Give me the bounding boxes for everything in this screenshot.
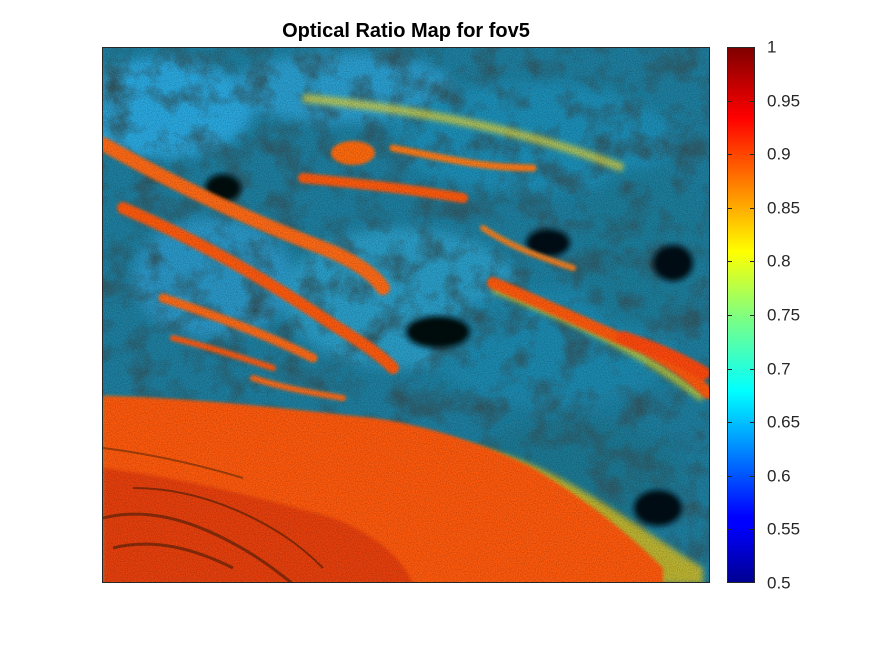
colorbar-tick-label: 0.55	[767, 519, 801, 539]
colorbar-tick-label: 0.65	[767, 412, 801, 432]
colorbar-tick-label: 0.6	[767, 466, 791, 486]
colorbar-tick-label: 0.95	[767, 91, 801, 111]
colorbar-gradient	[728, 48, 754, 582]
colorbar-tick-label: 0.85	[767, 198, 801, 218]
colorbar-tick-label: 0.8	[767, 251, 791, 271]
colorbar-tick-label: 0.7	[767, 359, 791, 379]
heatmap-grain	[103, 48, 709, 582]
colorbar	[727, 47, 755, 583]
colorbar-tick-label: 0.75	[767, 305, 801, 325]
colorbar-tick-label: 1	[767, 37, 777, 57]
heatmap-svg	[103, 48, 709, 582]
colorbar-tick-label: 0.5	[767, 573, 791, 593]
colorbar-tick-label: 0.9	[767, 144, 791, 164]
chart-title: Optical Ratio Map for fov5	[282, 20, 530, 42]
heatmap-image-area	[102, 47, 710, 583]
